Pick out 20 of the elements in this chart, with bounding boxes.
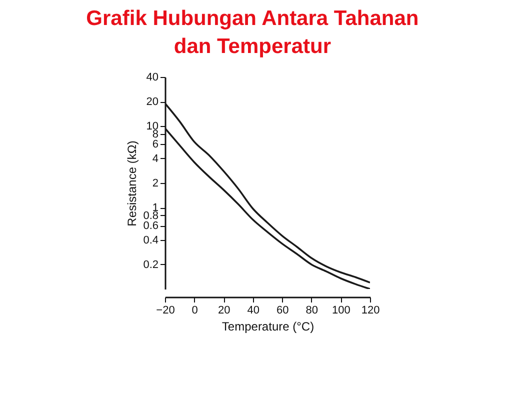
x-tick-label: 80 — [306, 304, 318, 316]
y-axis-title: Resistance (kΩ) — [125, 140, 140, 226]
x-tick-label: 40 — [247, 304, 260, 316]
y-tick-label: 4 — [152, 152, 158, 165]
x-tick-label: 60 — [276, 304, 289, 316]
x-axis-title: Temperature (°C) — [222, 320, 314, 334]
x-tick-label: 100 — [332, 304, 350, 316]
y-tick-label: 6 — [152, 138, 158, 151]
y-tick-label: 0.4 — [143, 234, 158, 246]
chart-title: Grafik Hubungan Antara Tahanan dan Temperatur — [86, 7, 419, 58]
y-tick-label: 0.2 — [143, 258, 158, 271]
y-tick-label: 0.6 — [143, 220, 158, 232]
y-tick-label: 20 — [146, 96, 158, 108]
y-tick-label: 40 — [146, 72, 158, 84]
x-tick-label: 120 — [361, 304, 380, 316]
x-tick-label: 0 — [192, 304, 198, 316]
y-tick-label: 2 — [152, 178, 158, 190]
y-tick-label: 8 — [152, 128, 158, 140]
x-tick-label: 20 — [218, 304, 230, 316]
x-tick-label: −20 — [156, 304, 175, 316]
